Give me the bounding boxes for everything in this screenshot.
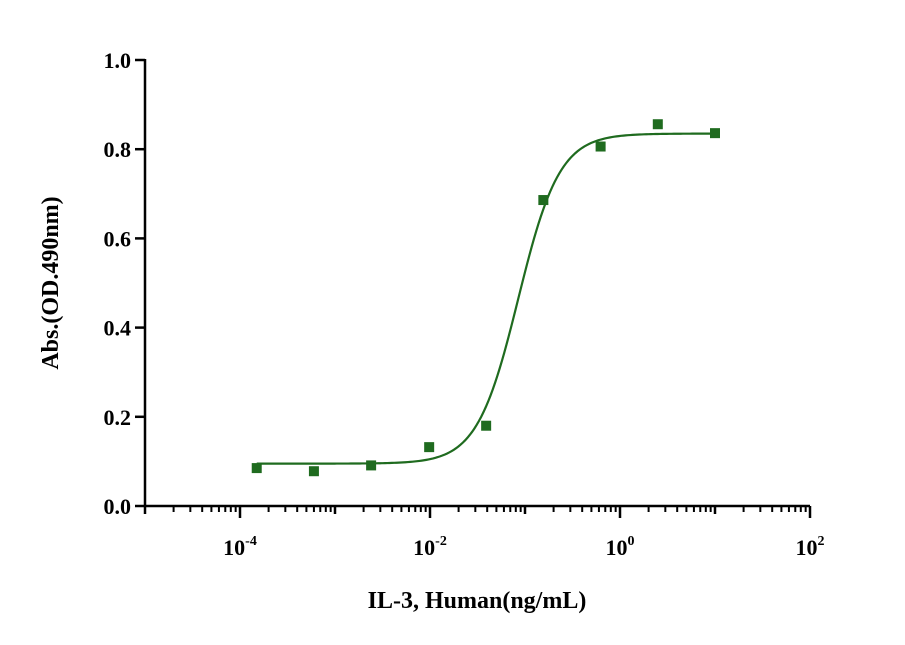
x-axis-title: IL-3, Human(ng/mL)	[368, 588, 587, 614]
y-axis-title: Abs.(OD.490nm)	[38, 196, 64, 369]
x-tick-label-0: 10-4	[223, 534, 257, 560]
x-tick-base: 10	[413, 535, 435, 560]
data-point-1	[308, 466, 319, 477]
x-tick-exponent: 0	[628, 534, 635, 549]
fit-layer	[256, 132, 716, 465]
data-point-7	[652, 119, 663, 130]
data-point-6	[595, 141, 606, 152]
points-layer	[251, 119, 720, 477]
x-tick-exponent: 2	[818, 534, 825, 549]
axes: 0.00.20.40.60.81.010-4 10-2 100 102	[104, 48, 825, 560]
y-tick-label-5: 1.0	[104, 48, 132, 73]
x-tick-base: 10	[606, 535, 628, 560]
fit-curve-0	[256, 132, 716, 465]
y-tick-label-1: 0.2	[104, 405, 132, 430]
x-tick-base: 10	[223, 535, 245, 560]
x-tick-label-3: 102	[796, 534, 825, 560]
data-point-3	[424, 442, 435, 453]
y-tick-label-2: 0.4	[104, 316, 132, 341]
data-point-4	[481, 420, 492, 431]
x-tick-exponent: -4	[245, 534, 257, 549]
data-point-5	[538, 195, 549, 206]
data-point-2	[366, 460, 377, 471]
data-point-0	[251, 463, 262, 474]
x-tick-base: 10	[796, 535, 818, 560]
data-point-8	[710, 128, 720, 139]
y-tick-label-4: 0.8	[104, 137, 132, 162]
x-tick-label-2: 100	[606, 534, 635, 560]
y-tick-label-0: 0.0	[104, 494, 132, 519]
y-tick-label-3: 0.6	[104, 226, 132, 251]
x-tick-exponent: -2	[435, 534, 447, 549]
x-tick-label-1: 10-2	[413, 534, 447, 560]
